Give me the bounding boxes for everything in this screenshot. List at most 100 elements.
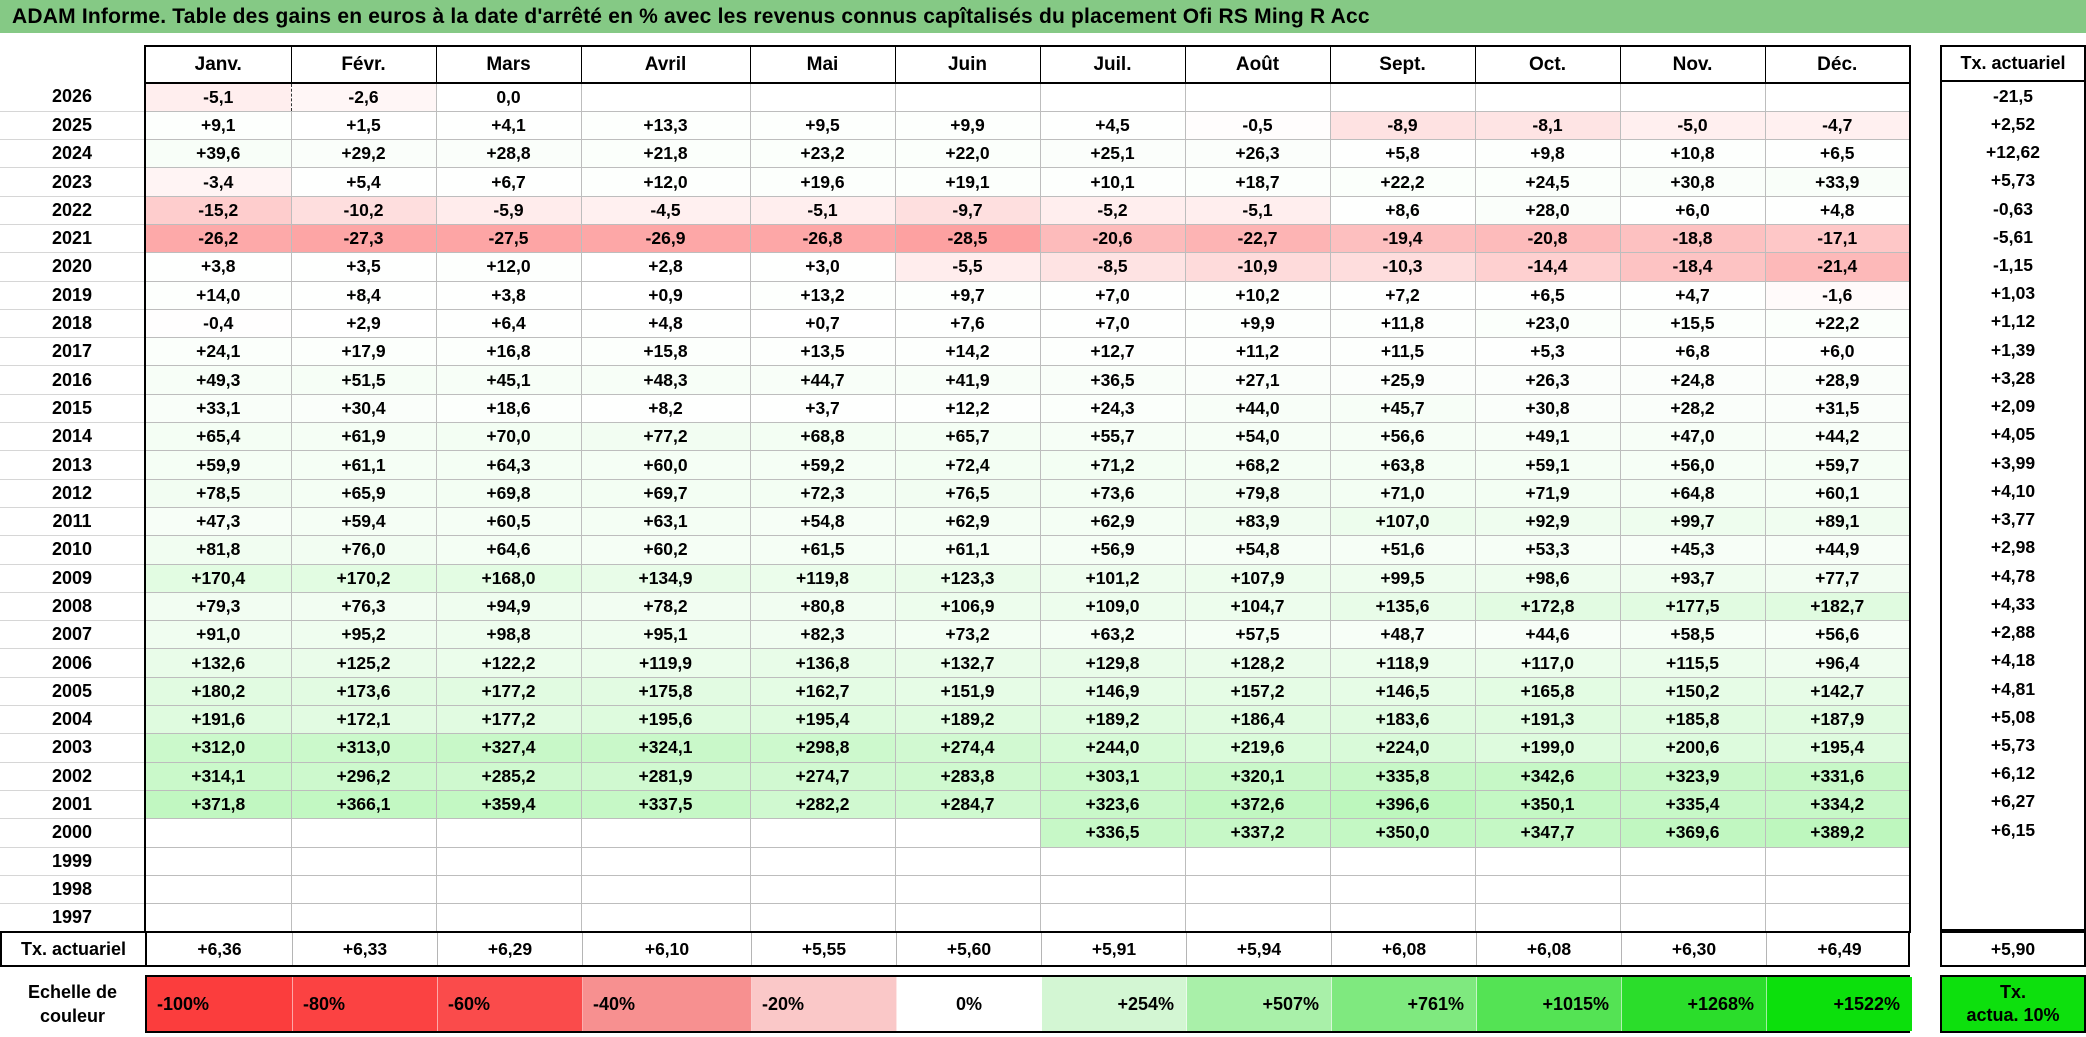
gain-cell[interactable]: -0,4 bbox=[144, 309, 292, 339]
gain-cell[interactable]: +14,2 bbox=[895, 337, 1041, 367]
tx-actuariel-value[interactable]: -1,15 bbox=[1993, 255, 2033, 276]
gain-cell[interactable]: +48,7 bbox=[1330, 620, 1476, 650]
gain-cell[interactable] bbox=[1330, 875, 1476, 905]
tx-actuariel-month-value[interactable]: +6,08 bbox=[1332, 933, 1477, 965]
year-label[interactable]: 2002 bbox=[0, 762, 145, 791]
gain-cell[interactable]: +303,1 bbox=[1040, 762, 1186, 791]
gain-cell[interactable]: +91,0 bbox=[144, 620, 292, 650]
gain-cell[interactable] bbox=[1620, 847, 1766, 876]
gain-cell[interactable] bbox=[750, 818, 896, 848]
gain-cell[interactable] bbox=[1185, 875, 1331, 905]
gain-cell[interactable]: -10,2 bbox=[291, 196, 437, 225]
gain-cell[interactable]: +8,6 bbox=[1330, 196, 1476, 225]
gain-cell[interactable]: +22,2 bbox=[1330, 167, 1476, 197]
tx-actuariel-value[interactable]: +4,81 bbox=[1990, 678, 2036, 699]
gain-cell[interactable]: +132,7 bbox=[895, 648, 1041, 678]
gain-cell[interactable] bbox=[291, 818, 437, 848]
tx-actuariel-value[interactable]: +2,09 bbox=[1990, 396, 2036, 417]
gain-cell[interactable]: +24,1 bbox=[144, 337, 292, 367]
gain-cell[interactable]: -27,5 bbox=[436, 224, 582, 254]
gain-cell[interactable]: +107,0 bbox=[1330, 507, 1476, 537]
gain-cell[interactable]: -5,5 bbox=[895, 252, 1041, 282]
gain-cell[interactable]: +15,5 bbox=[1620, 309, 1766, 339]
gain-cell[interactable]: +83,9 bbox=[1185, 507, 1331, 537]
gain-cell[interactable]: +62,9 bbox=[895, 507, 1041, 537]
gain-cell[interactable] bbox=[291, 903, 437, 933]
gain-cell[interactable]: -2,6 bbox=[291, 83, 437, 112]
gain-cell[interactable]: +21,8 bbox=[581, 139, 751, 169]
gain-cell[interactable]: +177,5 bbox=[1620, 592, 1766, 622]
gain-cell[interactable] bbox=[581, 847, 751, 876]
gain-cell[interactable]: +172,8 bbox=[1475, 592, 1621, 622]
year-label[interactable]: 2012 bbox=[0, 479, 145, 508]
year-label[interactable]: 2020 bbox=[0, 252, 145, 282]
gain-cell[interactable]: +107,9 bbox=[1185, 564, 1331, 593]
gain-cell[interactable]: +65,7 bbox=[895, 422, 1041, 452]
gain-cell[interactable]: +6,0 bbox=[1620, 196, 1766, 225]
gain-cell[interactable]: +22,0 bbox=[895, 139, 1041, 169]
gain-cell[interactable]: +9,9 bbox=[1185, 309, 1331, 339]
year-label[interactable]: 2025 bbox=[0, 111, 145, 141]
gain-cell[interactable]: +64,3 bbox=[436, 450, 582, 480]
gain-cell[interactable]: +26,3 bbox=[1185, 139, 1331, 169]
gain-cell[interactable]: +82,3 bbox=[750, 620, 896, 650]
gain-cell[interactable]: +69,8 bbox=[436, 479, 582, 508]
gain-cell[interactable]: -26,2 bbox=[144, 224, 292, 254]
gain-cell[interactable]: +314,1 bbox=[144, 762, 292, 791]
gain-cell[interactable]: +70,0 bbox=[436, 422, 582, 452]
gain-cell[interactable]: +11,5 bbox=[1330, 337, 1476, 367]
gain-cell[interactable]: +12,0 bbox=[581, 167, 751, 197]
gain-cell[interactable] bbox=[895, 875, 1041, 905]
month-header-5[interactable]: Mai bbox=[749, 45, 896, 84]
gain-cell[interactable] bbox=[1765, 903, 1911, 933]
gain-cell[interactable]: +347,7 bbox=[1475, 818, 1621, 848]
tx-actuariel-value[interactable]: +6,27 bbox=[1990, 791, 2036, 812]
gain-cell[interactable]: +336,5 bbox=[1040, 818, 1186, 848]
gain-cell[interactable]: +182,7 bbox=[1765, 592, 1911, 622]
gain-cell[interactable]: -20,8 bbox=[1475, 224, 1621, 254]
gain-cell[interactable] bbox=[895, 818, 1041, 848]
gain-cell[interactable]: +17,9 bbox=[291, 337, 437, 367]
year-label[interactable]: 2003 bbox=[0, 733, 145, 763]
gain-cell[interactable]: +18,6 bbox=[436, 394, 582, 424]
gain-cell[interactable]: +199,0 bbox=[1475, 733, 1621, 763]
gain-cell[interactable]: +285,2 bbox=[436, 762, 582, 791]
gain-cell[interactable]: +39,6 bbox=[144, 139, 292, 169]
gain-cell[interactable]: +55,7 bbox=[1040, 422, 1186, 452]
gain-cell[interactable]: +366,1 bbox=[291, 790, 437, 820]
tx-actuariel-value[interactable]: -0,63 bbox=[1993, 198, 2033, 219]
gain-cell[interactable]: +2,8 bbox=[581, 252, 751, 282]
gain-cell[interactable] bbox=[1330, 903, 1476, 933]
gain-cell[interactable] bbox=[436, 818, 582, 848]
gain-cell[interactable]: +98,8 bbox=[436, 620, 582, 650]
year-label[interactable]: 2010 bbox=[0, 535, 145, 565]
gain-cell[interactable]: +19,6 bbox=[750, 167, 896, 197]
gain-cell[interactable]: -9,7 bbox=[895, 196, 1041, 225]
gain-cell[interactable] bbox=[750, 83, 896, 112]
tx-actuariel-value[interactable]: +3,28 bbox=[1990, 367, 2036, 388]
tx-actuariel-value[interactable]: +2,98 bbox=[1990, 537, 2036, 558]
gain-cell[interactable]: +0,7 bbox=[750, 309, 896, 339]
year-label[interactable]: 2005 bbox=[0, 677, 145, 707]
gain-cell[interactable]: +219,6 bbox=[1185, 733, 1331, 763]
gain-cell[interactable]: +57,5 bbox=[1185, 620, 1331, 650]
gain-cell[interactable]: +104,7 bbox=[1185, 592, 1331, 622]
gain-cell[interactable]: +56,9 bbox=[1040, 535, 1186, 565]
gain-cell[interactable]: +109,0 bbox=[1040, 592, 1186, 622]
gain-cell[interactable]: +331,6 bbox=[1765, 762, 1911, 791]
gain-cell[interactable]: +94,9 bbox=[436, 592, 582, 622]
gain-cell[interactable]: +119,9 bbox=[581, 648, 751, 678]
gain-cell[interactable]: -10,9 bbox=[1185, 252, 1331, 282]
month-header-8[interactable]: Août bbox=[1184, 45, 1331, 84]
tx-actuariel-value[interactable] bbox=[1942, 901, 2084, 929]
gain-cell[interactable] bbox=[1185, 903, 1331, 933]
gain-cell[interactable]: +119,8 bbox=[750, 564, 896, 593]
gain-cell[interactable] bbox=[1475, 847, 1621, 876]
gain-cell[interactable]: +73,2 bbox=[895, 620, 1041, 650]
gain-cell[interactable] bbox=[1765, 83, 1911, 112]
gain-cell[interactable]: +49,3 bbox=[144, 365, 292, 395]
gain-cell[interactable]: +389,2 bbox=[1765, 818, 1911, 848]
gain-cell[interactable]: +45,3 bbox=[1620, 535, 1766, 565]
gain-cell[interactable]: +396,6 bbox=[1330, 790, 1476, 820]
gain-cell[interactable]: +10,1 bbox=[1040, 167, 1186, 197]
